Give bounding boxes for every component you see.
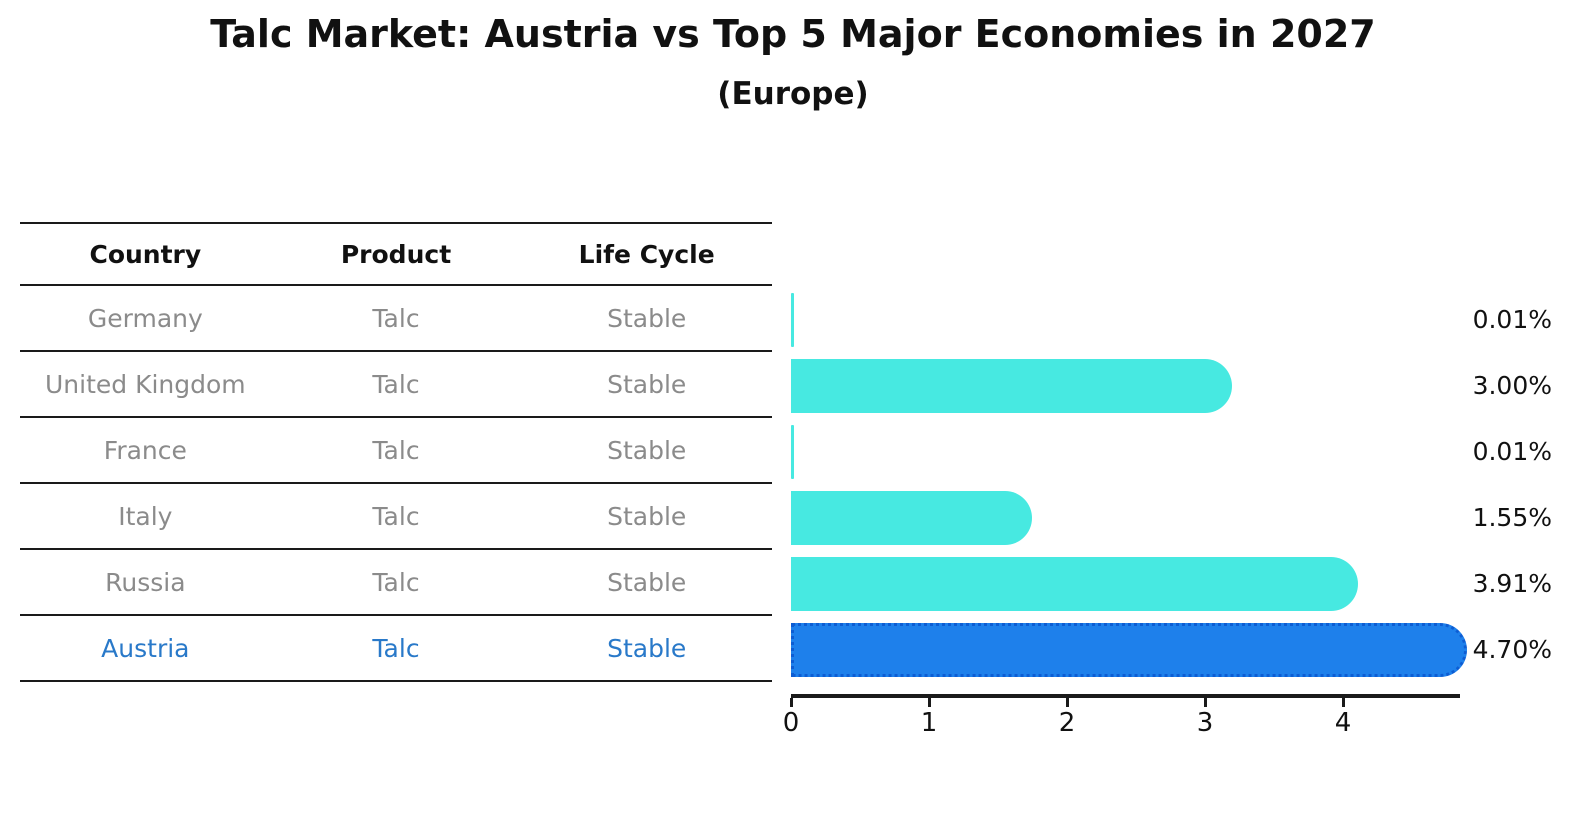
table-row-united-kingdom: United Kingdom Talc Stable: [20, 352, 772, 418]
country-cell: Russia: [105, 567, 186, 597]
value-label-germany: 0.01%: [1472, 305, 1552, 334]
life_cycle-cell: Stable: [607, 501, 687, 531]
product-cell: Talc: [372, 303, 420, 333]
x-tick-label-0: 0: [782, 708, 800, 738]
life_cycle-cell: Stable: [607, 567, 687, 597]
value-label-united-kingdom: 3.00%: [1472, 371, 1552, 400]
table-row-france: France Talc Stable: [20, 418, 772, 484]
bar-france: [791, 425, 794, 479]
country-cell: Germany: [87, 303, 203, 333]
column-header-life_cycle: Life Cycle: [578, 239, 715, 269]
column-header-country: Country: [89, 239, 202, 269]
product-cell: Talc: [372, 567, 420, 597]
product-cell: Talc: [372, 435, 420, 465]
table-row-austria: Austria Talc Stable: [20, 616, 772, 682]
bar-chart: [791, 288, 1491, 684]
x-tick-label-2: 2: [1058, 708, 1076, 738]
table-row-russia: Russia Talc Stable: [20, 550, 772, 616]
x-axis-line: [791, 694, 1460, 698]
table-row-italy: Italy Talc Stable: [20, 484, 772, 550]
x-tick-mark-1: [928, 698, 931, 707]
life_cycle-cell: Stable: [607, 633, 687, 663]
country-cell: Italy: [118, 501, 173, 531]
value-label-italy: 1.55%: [1472, 503, 1552, 532]
x-tick-mark-3: [1204, 698, 1207, 707]
country-cell: Austria: [101, 633, 190, 663]
life_cycle-cell: Stable: [607, 303, 687, 333]
x-tick-mark-4: [1342, 698, 1345, 707]
chart-title: Talc Market: Austria vs Top 5 Major Econ…: [210, 12, 1376, 56]
table-row-germany: Germany Talc Stable: [20, 286, 772, 352]
bar-italy: [791, 491, 1032, 545]
bar-russia: [791, 557, 1358, 611]
x-tick-label-1: 1: [920, 708, 938, 738]
country-table: Country Product Life Cycle Germany Talc Stab…: [20, 222, 772, 682]
x-tick-label-4: 4: [1334, 708, 1352, 738]
x-tick-mark-0: [790, 698, 793, 707]
table-header-row: Country Product Life Cycle: [20, 224, 772, 286]
bar-germany: [791, 293, 794, 347]
table-body: Germany Talc Stable United Kingdom Talc Stabl…: [20, 286, 772, 682]
x-tick-mark-2: [1066, 698, 1069, 707]
chart-subtitle: (Europe): [717, 76, 869, 112]
value-label-france: 0.01%: [1472, 437, 1552, 466]
x-tick-label-3: 3: [1196, 708, 1214, 738]
bar-united-kingdom: [791, 359, 1232, 413]
column-header-product: Product: [340, 239, 452, 269]
value-label-russia: 3.91%: [1472, 569, 1552, 598]
life_cycle-cell: Stable: [607, 369, 687, 399]
product-cell: Talc: [372, 633, 420, 663]
value-label-austria: 4.70%: [1472, 635, 1552, 664]
country-cell: France: [103, 435, 187, 465]
product-cell: Talc: [372, 501, 420, 531]
life_cycle-cell: Stable: [607, 435, 687, 465]
product-cell: Talc: [372, 369, 420, 399]
country-cell: United Kingdom: [45, 369, 246, 399]
bar-austria: [791, 623, 1467, 677]
